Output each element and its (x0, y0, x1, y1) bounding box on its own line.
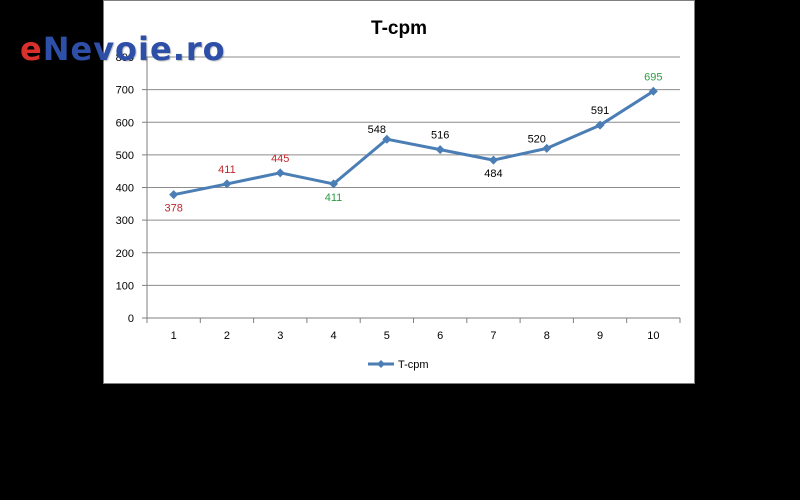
data-point-5 (382, 134, 392, 144)
legend: T-cpm (368, 359, 429, 371)
x-tick-labels: 1 2 3 4 5 6 7 8 9 10 (171, 330, 660, 342)
y-tick-label-400: 400 (116, 183, 134, 195)
data-label-1: 378 (164, 203, 182, 215)
x-tick-label-3: 3 (277, 330, 283, 342)
data-point-4 (329, 179, 339, 189)
data-label-10: 695 (644, 71, 662, 83)
x-tick-label-9: 9 (597, 330, 603, 342)
x-tick-label-10: 10 (647, 330, 659, 342)
line-chart: T-cpm 0 100 200 300 400 500 600 700 800 1 2 3 4 5 6 7 8… (116, 18, 681, 371)
data-labels: 378 411 445 411 548 516 484 520 591 695 (164, 71, 662, 214)
x-tick-label-2: 2 (224, 330, 230, 342)
watermark-rest: Nevoie.ro (42, 30, 226, 68)
data-label-9: 591 (591, 105, 609, 117)
x-tick-label-6: 6 (437, 330, 443, 342)
watermark-e: e (20, 30, 43, 68)
x-tick-label-1: 1 (171, 330, 177, 342)
x-tick-label-7: 7 (490, 330, 496, 342)
data-label-2: 411 (218, 164, 236, 176)
y-tick-label-700: 700 (116, 85, 134, 97)
y-tick-label-200: 200 (116, 248, 134, 260)
y-tick-label-0: 0 (128, 313, 134, 325)
y-tick-label-500: 500 (116, 150, 134, 162)
x-tick-label-8: 8 (544, 330, 550, 342)
series-line-t-cpm (173, 89, 655, 197)
chart-title: T-cpm (371, 18, 427, 39)
data-label-3: 445 (271, 153, 289, 165)
data-point-6 (435, 145, 445, 155)
series-t-cpm (169, 86, 658, 200)
data-label-7: 484 (484, 168, 502, 180)
data-label-6: 516 (431, 130, 449, 142)
y-tick-label-300: 300 (116, 215, 134, 227)
legend-label: T-cpm (398, 359, 429, 371)
data-point-10 (648, 86, 658, 96)
data-point-8 (542, 143, 552, 153)
chart-panel: T-cpm 0 100 200 300 400 500 600 700 800 1 2 3 4 5 6 7 8… (103, 0, 695, 384)
y-tick-label-100: 100 (116, 280, 134, 292)
axes (142, 56, 681, 323)
data-point-1 (169, 190, 179, 200)
legend-diamond-marker (377, 360, 385, 368)
x-tick-label-4: 4 (330, 330, 336, 342)
y-tick-label-800: 800 (116, 52, 134, 64)
y-tick-label-600: 600 (116, 117, 134, 129)
x-tick-label-5: 5 (384, 330, 390, 342)
data-point-9 (595, 120, 605, 130)
data-point-2 (222, 179, 232, 189)
watermark-logo: eNevoie.ro (20, 30, 226, 68)
data-label-4: 411 (325, 192, 343, 204)
data-label-5: 548 (368, 124, 386, 136)
gridlines (147, 56, 680, 286)
data-point-3 (275, 168, 285, 178)
data-point-7 (488, 155, 498, 165)
data-label-8: 520 (528, 133, 546, 145)
y-tick-labels: 0 100 200 300 400 500 600 700 800 (116, 52, 134, 325)
